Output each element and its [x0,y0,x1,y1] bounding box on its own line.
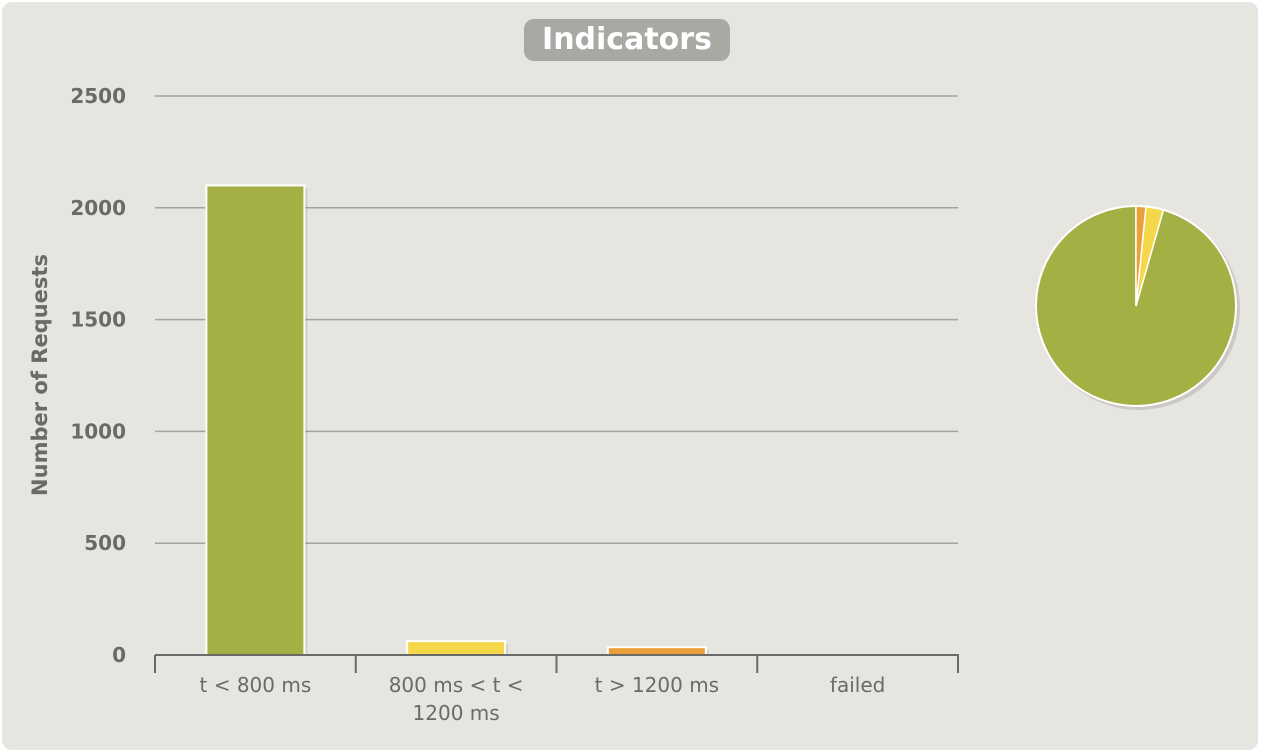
x-tick-labels: t < 800 ms 800 ms < t < 1200 ms t > 1200 ms… [200,673,886,725]
x-tick-label: 1200 ms [413,701,500,725]
y-tick-label: 1000 [70,419,126,443]
pie-chart [1035,205,1240,410]
y-tick-labels: 0 500 1000 1500 2000 2500 [70,84,126,667]
y-axis-label: Number of Requests [28,254,52,496]
x-axis [154,654,959,673]
y-tick-label: 500 [84,531,126,555]
x-tick-label: failed [830,673,885,697]
y-tick-label: 0 [112,643,126,667]
bar[interactable] [606,646,707,657]
y-tick-label: 1500 [70,308,126,332]
chart-title: Indicators [524,19,730,61]
bar[interactable] [406,640,507,656]
bar[interactable] [205,184,306,656]
x-tick-label: t < 800 ms [200,673,312,697]
bars [205,184,709,657]
x-tick-label: 800 ms < t < [389,673,524,697]
y-tick-label: 2000 [70,196,126,220]
x-tick-label: t > 1200 ms [595,673,719,697]
y-tick-label: 2500 [70,84,126,108]
pie-outline [1035,205,1237,407]
